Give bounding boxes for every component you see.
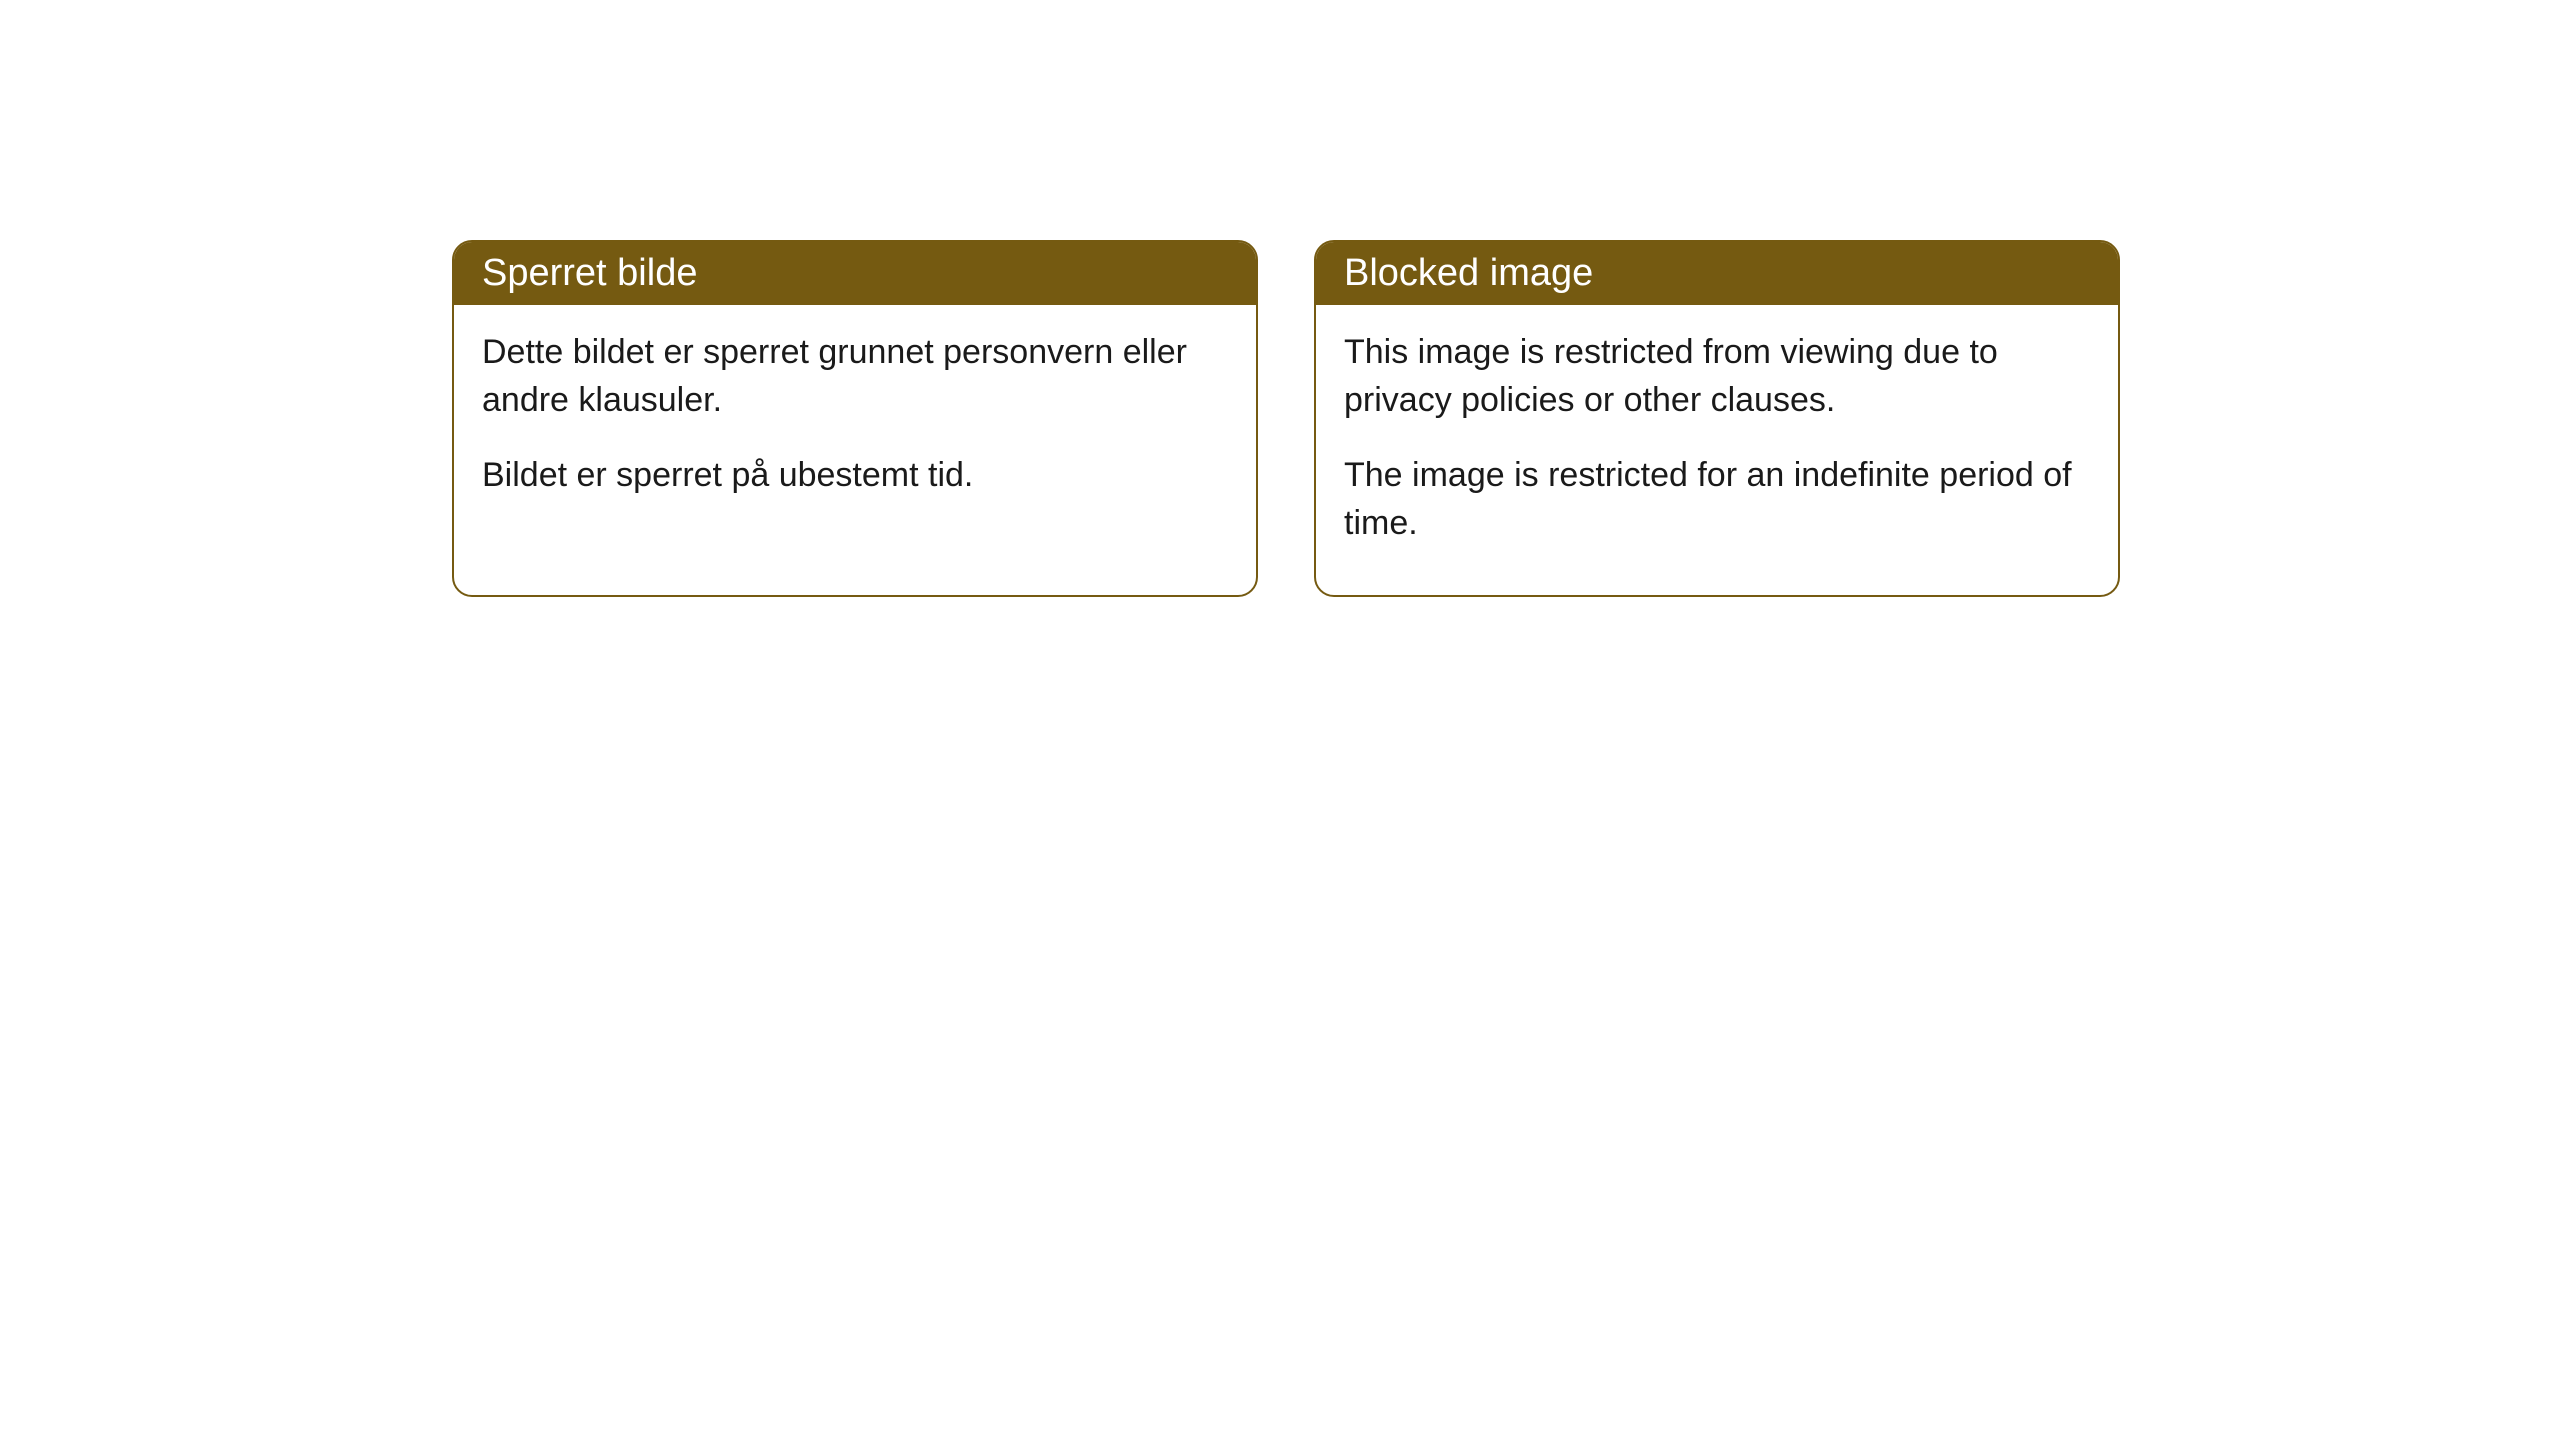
- card-paragraph-1-english: This image is restricted from viewing du…: [1344, 329, 2090, 424]
- card-body-norwegian: Dette bildet er sperret grunnet personve…: [454, 305, 1256, 548]
- notice-cards-container: Sperret bilde Dette bildet er sperret gr…: [452, 240, 2120, 597]
- card-paragraph-1-norwegian: Dette bildet er sperret grunnet personve…: [482, 329, 1228, 424]
- card-body-english: This image is restricted from viewing du…: [1316, 305, 2118, 595]
- card-title-norwegian: Sperret bilde: [482, 252, 697, 294]
- card-header-english: Blocked image: [1316, 242, 2118, 305]
- notice-card-english: Blocked image This image is restricted f…: [1314, 240, 2120, 597]
- card-paragraph-2-english: The image is restricted for an indefinit…: [1344, 452, 2090, 547]
- card-header-norwegian: Sperret bilde: [454, 242, 1256, 305]
- card-title-english: Blocked image: [1344, 252, 1593, 294]
- notice-card-norwegian: Sperret bilde Dette bildet er sperret gr…: [452, 240, 1258, 597]
- card-paragraph-2-norwegian: Bildet er sperret på ubestemt tid.: [482, 452, 1228, 500]
